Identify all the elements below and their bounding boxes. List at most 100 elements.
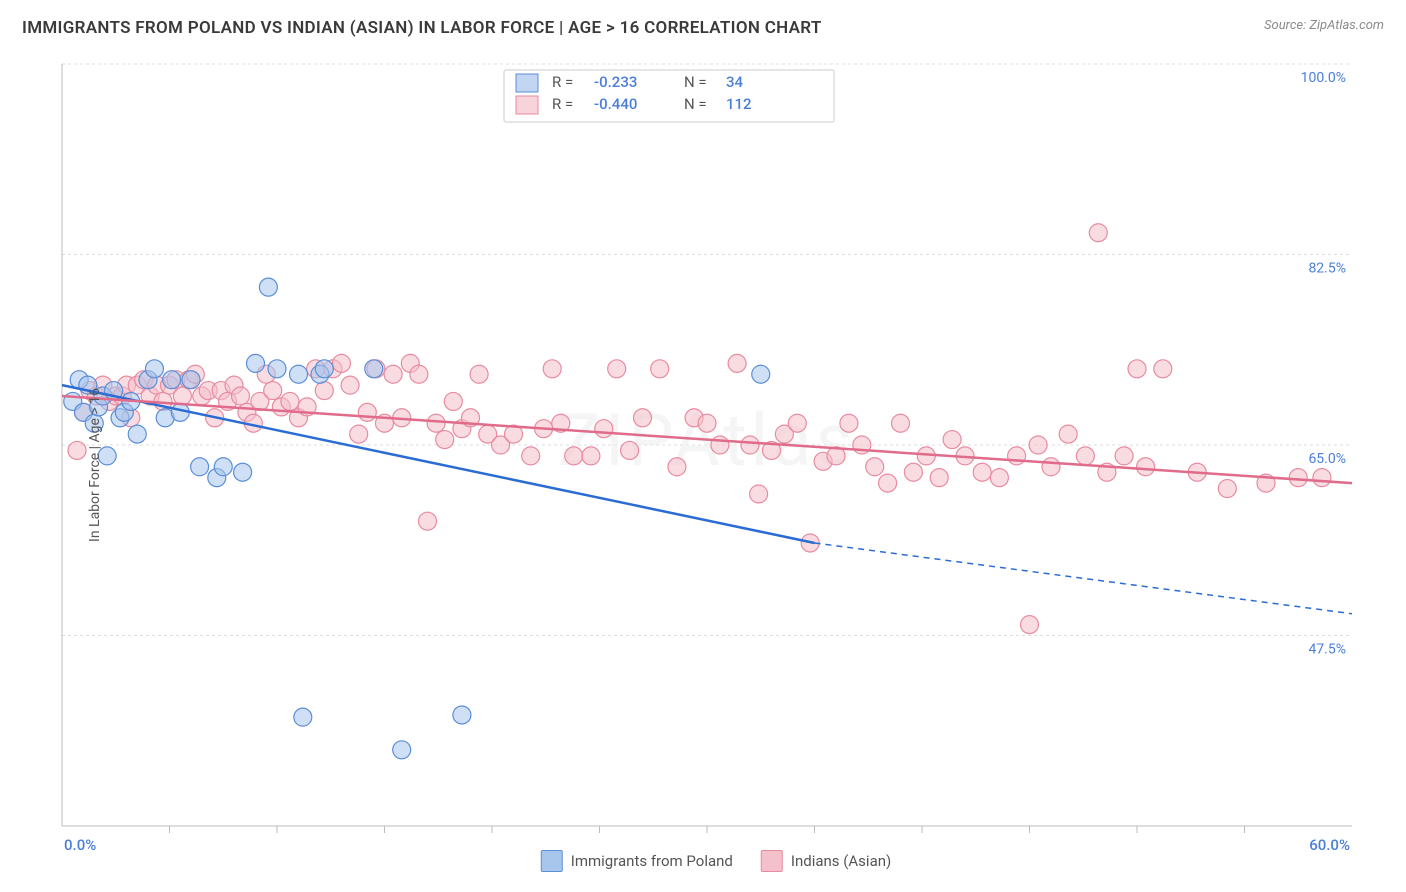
data-point <box>565 447 583 465</box>
data-point <box>750 485 768 503</box>
x-min-label: 0.0% <box>64 836 96 854</box>
legend-swatch <box>516 74 538 92</box>
legend-r-value: -0.233 <box>594 73 637 91</box>
data-point <box>1008 447 1026 465</box>
data-point <box>290 365 308 383</box>
legend-n-label: N = <box>684 73 707 91</box>
y-tick-label: 65.0% <box>1308 451 1346 467</box>
data-point <box>281 392 299 410</box>
correlation-chart: 47.5%65.0%82.5%100.0%0.0%60.0%ZIPAtlasR … <box>44 56 1388 874</box>
data-point <box>1218 480 1236 498</box>
data-point <box>904 463 922 481</box>
data-point <box>930 469 948 487</box>
y-axis-label: In Labor Force | Age > 16 <box>87 388 103 542</box>
data-point <box>214 458 232 476</box>
legend-label: Indians (Asian) <box>791 852 891 870</box>
data-point <box>1076 447 1094 465</box>
data-point <box>1059 425 1077 443</box>
data-point <box>294 708 312 726</box>
data-point <box>943 431 961 449</box>
chart-container: In Labor Force | Age > 16 47.5% 65.0% 82.5… <box>44 56 1388 874</box>
legend-swatch <box>761 850 783 872</box>
data-point <box>358 403 376 421</box>
data-point <box>892 414 910 432</box>
source-label: Source: ZipAtlas.com <box>1264 18 1384 33</box>
data-point <box>444 392 462 410</box>
data-point <box>436 431 454 449</box>
y-tick-label: 82.5% <box>1308 261 1346 277</box>
data-point <box>1089 224 1107 242</box>
data-point <box>410 365 428 383</box>
data-point <box>182 371 200 389</box>
data-point <box>634 409 652 427</box>
data-point <box>234 463 252 481</box>
data-point <box>470 365 488 383</box>
data-point <box>384 365 402 383</box>
data-point <box>711 436 729 454</box>
data-point <box>128 425 146 443</box>
data-point <box>264 382 282 400</box>
data-point <box>1029 436 1047 454</box>
data-point <box>247 354 265 372</box>
legend-swatch <box>541 850 563 872</box>
data-point <box>651 360 669 378</box>
data-point <box>668 458 686 476</box>
data-point <box>1289 469 1307 487</box>
chart-title: IMMIGRANTS FROM POLAND VS INDIAN (ASIAN)… <box>22 18 822 38</box>
data-point <box>543 360 561 378</box>
data-point <box>315 360 333 378</box>
legend-n-label: N = <box>684 95 707 113</box>
data-point <box>365 360 383 378</box>
data-point <box>728 354 746 372</box>
data-point <box>268 360 286 378</box>
legend-r-value: -0.440 <box>594 95 637 113</box>
data-point <box>698 414 716 432</box>
data-point <box>741 436 759 454</box>
data-point <box>315 382 333 400</box>
data-point <box>1042 458 1060 476</box>
data-point <box>990 469 1008 487</box>
data-point <box>1154 360 1172 378</box>
data-point <box>1021 616 1039 634</box>
trend-line-extrapolated <box>815 543 1353 614</box>
data-point <box>1115 447 1133 465</box>
y-tick-label: 100.0% <box>1301 70 1346 86</box>
x-max-label: 60.0% <box>1309 836 1350 854</box>
data-point <box>1313 469 1331 487</box>
data-point <box>840 414 858 432</box>
data-point <box>333 354 351 372</box>
data-point <box>68 441 86 459</box>
y-tick-label: 47.5% <box>1308 642 1346 658</box>
data-point <box>1137 458 1155 476</box>
bottom-legend: Immigrants from Poland Indians (Asian) <box>541 850 891 872</box>
data-point <box>427 414 445 432</box>
data-point <box>191 458 209 476</box>
data-point <box>866 458 884 476</box>
data-point <box>173 387 191 405</box>
data-point <box>145 360 163 378</box>
data-point <box>582 447 600 465</box>
legend-n-value: 34 <box>726 73 744 91</box>
legend-r-label: R = <box>552 95 573 113</box>
data-point <box>522 447 540 465</box>
data-point <box>231 387 249 405</box>
legend-item: Immigrants from Poland <box>541 850 733 872</box>
data-point <box>752 365 770 383</box>
data-point <box>788 414 806 432</box>
legend-r-label: R = <box>552 73 573 91</box>
data-point <box>393 741 411 759</box>
data-point <box>350 425 368 443</box>
data-point <box>259 278 277 296</box>
data-point <box>163 371 181 389</box>
data-point <box>879 474 897 492</box>
legend-swatch <box>516 96 538 114</box>
legend-n-value: 112 <box>726 95 752 113</box>
legend-label: Immigrants from Poland <box>571 852 733 870</box>
data-point <box>419 512 437 530</box>
data-point <box>341 376 359 394</box>
data-point <box>621 441 639 459</box>
data-point <box>595 420 613 438</box>
legend-item: Indians (Asian) <box>761 850 891 872</box>
data-point <box>453 706 471 724</box>
data-point <box>1128 360 1146 378</box>
